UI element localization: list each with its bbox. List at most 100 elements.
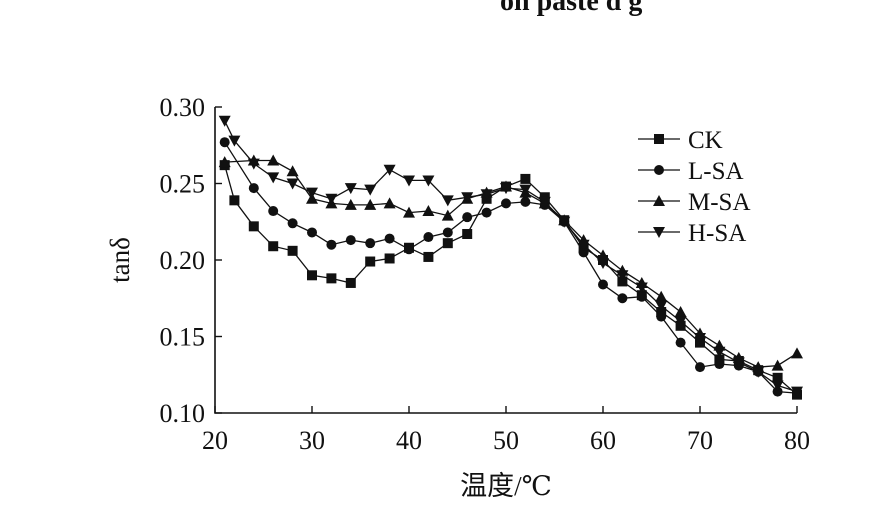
data-point-h-sa: [218, 115, 231, 127]
data-point-l-sa: [501, 198, 511, 209]
data-point-l-sa: [365, 238, 376, 249]
data-point-ck: [307, 270, 317, 281]
data-point-l-sa: [248, 183, 259, 194]
data-point-h-sa: [500, 183, 512, 195]
data-point-m-sa: [403, 206, 415, 218]
legend-label: CK: [688, 127, 723, 154]
y-tick-label: 0.20: [160, 246, 206, 275]
data-point-ck: [617, 276, 628, 287]
data-point-l-sa: [656, 311, 667, 322]
data-point-l-sa: [578, 247, 589, 258]
data-point-h-sa: [771, 380, 784, 392]
data-point-ck: [384, 253, 395, 264]
data-point-m-sa: [441, 209, 454, 221]
data-point-h-sa: [655, 300, 668, 312]
plot-lines: [218, 115, 803, 400]
data-point-ck: [287, 245, 298, 256]
data-point-h-sa: [674, 316, 687, 328]
data-point-ck: [520, 173, 531, 184]
data-point-l-sa: [442, 227, 453, 238]
x-tick-label: 80: [784, 426, 810, 455]
x-tick-label: 60: [590, 426, 616, 455]
data-point-h-sa: [325, 193, 338, 205]
data-point-ck: [268, 241, 279, 252]
data-point-m-sa: [655, 290, 668, 302]
legend-label: L-SA: [688, 158, 744, 185]
data-point-ck: [462, 228, 473, 239]
data-point-h-sa: [597, 258, 609, 270]
data-point-h-sa: [732, 357, 745, 369]
data-point-h-sa: [461, 192, 474, 204]
legend-marker: [653, 227, 665, 238]
data-point-l-sa: [384, 233, 395, 244]
data-point-l-sa: [772, 386, 783, 397]
x-axis-ticks: 20 30 40 50 60 70 80: [202, 406, 810, 455]
data-point-h-sa: [694, 333, 706, 345]
data-point-h-sa: [752, 366, 765, 378]
data-point-l-sa: [636, 291, 647, 302]
data-point-h-sa: [538, 196, 551, 208]
y-axis-title: tanδ: [105, 237, 135, 283]
x-tick-label: 30: [299, 426, 325, 455]
series-h-sa: [218, 115, 803, 398]
x-tick-label: 20: [202, 426, 228, 455]
data-point-m-sa: [674, 306, 687, 318]
data-point-ck: [248, 221, 259, 232]
data-point-h-sa: [422, 175, 435, 187]
data-point-l-sa: [345, 235, 356, 246]
x-tick-label: 70: [687, 426, 713, 455]
data-point-h-sa: [383, 164, 396, 176]
y-axis-ticks: 0.10 0.15 0.20 0.25 0.30: [160, 93, 222, 428]
data-point-h-sa: [480, 189, 493, 201]
data-point-ck: [365, 256, 376, 267]
data-point-h-sa: [791, 386, 803, 398]
data-point-l-sa: [598, 279, 608, 290]
data-point-l-sa: [219, 137, 230, 148]
legend-item-h-sa: H-SA: [638, 220, 746, 247]
data-point-ck: [423, 251, 434, 262]
data-point-h-sa: [228, 135, 241, 147]
data-point-l-sa: [307, 227, 317, 238]
data-point-l-sa: [675, 337, 686, 348]
data-point-l-sa: [714, 359, 725, 370]
data-point-m-sa: [597, 249, 609, 261]
data-point-m-sa: [383, 197, 396, 209]
data-point-m-sa: [267, 154, 280, 166]
y-tick-label: 0.25: [160, 170, 206, 199]
data-point-l-sa: [268, 206, 279, 217]
legend-marker: [653, 195, 665, 206]
data-point-l-sa: [481, 207, 492, 218]
data-point-ck: [442, 238, 453, 249]
data-point-l-sa: [695, 362, 705, 373]
data-point-m-sa: [771, 359, 784, 371]
series-l-sa: [219, 137, 802, 399]
y-tick-label: 0.30: [160, 93, 206, 122]
data-point-h-sa: [286, 178, 299, 190]
data-point-m-sa: [364, 198, 377, 210]
data-point-l-sa: [404, 244, 414, 255]
y-tick-label: 0.15: [160, 323, 206, 352]
x-axis-title: 温度/℃: [460, 471, 552, 501]
data-point-h-sa: [403, 175, 415, 187]
data-point-l-sa: [326, 239, 337, 250]
data-point-l-sa: [287, 218, 298, 229]
data-point-h-sa: [558, 216, 571, 228]
legend: CK L-SA M-SA H-SA: [638, 127, 751, 247]
legend-item-ck: CK: [638, 127, 723, 154]
data-point-h-sa: [441, 195, 454, 207]
data-point-l-sa: [520, 196, 531, 207]
data-point-m-sa: [218, 156, 231, 168]
x-tick-label: 40: [396, 426, 422, 455]
data-point-ck: [772, 372, 783, 383]
data-point-l-sa: [617, 293, 628, 304]
data-point-m-sa: [791, 347, 803, 359]
legend-label: H-SA: [688, 220, 746, 247]
data-point-m-sa: [286, 165, 299, 177]
x-tick-label: 50: [493, 426, 519, 455]
y-tick-label: 0.10: [160, 399, 206, 428]
data-point-h-sa: [306, 187, 318, 199]
data-point-h-sa: [344, 183, 357, 195]
top-cropped-text: on paste d g: [500, 0, 642, 17]
